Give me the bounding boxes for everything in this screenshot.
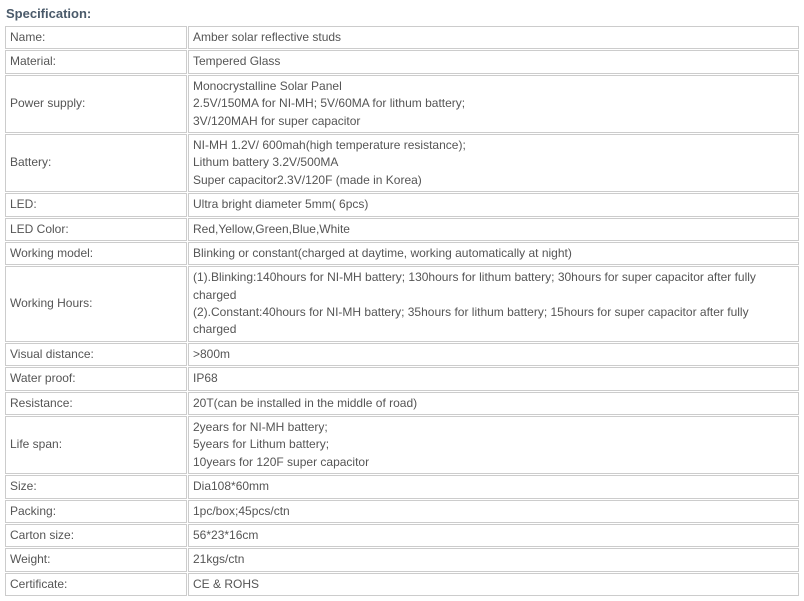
table-row: Power supply:Monocrystalline Solar Panel…	[5, 75, 799, 133]
spec-value: 1pc/box;45pcs/ctn	[188, 500, 799, 523]
spec-label: Certificate:	[5, 573, 187, 596]
spec-label: Name:	[5, 26, 187, 49]
table-row: Life span:2years for NI-MH battery;5year…	[5, 416, 799, 474]
spec-tbody: Name:Amber solar reflective studsMateria…	[5, 26, 799, 596]
spec-label: LED Color:	[5, 218, 187, 241]
spec-value: Tempered Glass	[188, 50, 799, 73]
table-row: Size:Dia108*60mm	[5, 475, 799, 498]
spec-label: LED:	[5, 193, 187, 216]
spec-label: Packing:	[5, 500, 187, 523]
table-row: Name:Amber solar reflective studs	[5, 26, 799, 49]
spec-label: Power supply:	[5, 75, 187, 133]
spec-value: CE & ROHS	[188, 573, 799, 596]
spec-value: Blinking or constant(charged at daytime,…	[188, 242, 799, 265]
spec-value: 2years for NI-MH battery;5years for Lith…	[188, 416, 799, 474]
spec-label: Size:	[5, 475, 187, 498]
spec-value: 56*23*16cm	[188, 524, 799, 547]
table-row: Working model:Blinking or constant(charg…	[5, 242, 799, 265]
spec-label: Life span:	[5, 416, 187, 474]
table-row: Certificate:CE & ROHS	[5, 573, 799, 596]
spec-value: Dia108*60mm	[188, 475, 799, 498]
table-row: Material:Tempered Glass	[5, 50, 799, 73]
spec-label: Working model:	[5, 242, 187, 265]
table-row: Packing:1pc/box;45pcs/ctn	[5, 500, 799, 523]
spec-label: Battery:	[5, 134, 187, 192]
spec-value: Ultra bright diameter 5mm( 6pcs)	[188, 193, 799, 216]
spec-value: (1).Blinking:140hours for NI-MH battery;…	[188, 266, 799, 342]
spec-label: Carton size:	[5, 524, 187, 547]
table-row: LED:Ultra bright diameter 5mm( 6pcs)	[5, 193, 799, 216]
spec-value: IP68	[188, 367, 799, 390]
spec-value: Red,Yellow,Green,Blue,White	[188, 218, 799, 241]
spec-value: 21kgs/ctn	[188, 548, 799, 571]
spec-title: Specification:	[6, 6, 800, 21]
spec-value: Amber solar reflective studs	[188, 26, 799, 49]
table-row: LED Color:Red,Yellow,Green,Blue,White	[5, 218, 799, 241]
table-row: Carton size:56*23*16cm	[5, 524, 799, 547]
table-row: Working Hours:(1).Blinking:140hours for …	[5, 266, 799, 342]
table-row: Battery:NI-MH 1.2V/ 600mah(high temperat…	[5, 134, 799, 192]
table-row: Resistance:20T(can be installed in the m…	[5, 392, 799, 415]
spec-label: Water proof:	[5, 367, 187, 390]
spec-table: Name:Amber solar reflective studsMateria…	[4, 25, 800, 597]
spec-label: Visual distance:	[5, 343, 187, 366]
spec-label: Working Hours:	[5, 266, 187, 342]
table-row: Visual distance:>800m	[5, 343, 799, 366]
spec-label: Resistance:	[5, 392, 187, 415]
spec-value: NI-MH 1.2V/ 600mah(high temperature resi…	[188, 134, 799, 192]
spec-value: 20T(can be installed in the middle of ro…	[188, 392, 799, 415]
spec-value: Monocrystalline Solar Panel2.5V/150MA fo…	[188, 75, 799, 133]
table-row: Water proof:IP68	[5, 367, 799, 390]
spec-value: >800m	[188, 343, 799, 366]
spec-label: Weight:	[5, 548, 187, 571]
spec-label: Material:	[5, 50, 187, 73]
table-row: Weight:21kgs/ctn	[5, 548, 799, 571]
